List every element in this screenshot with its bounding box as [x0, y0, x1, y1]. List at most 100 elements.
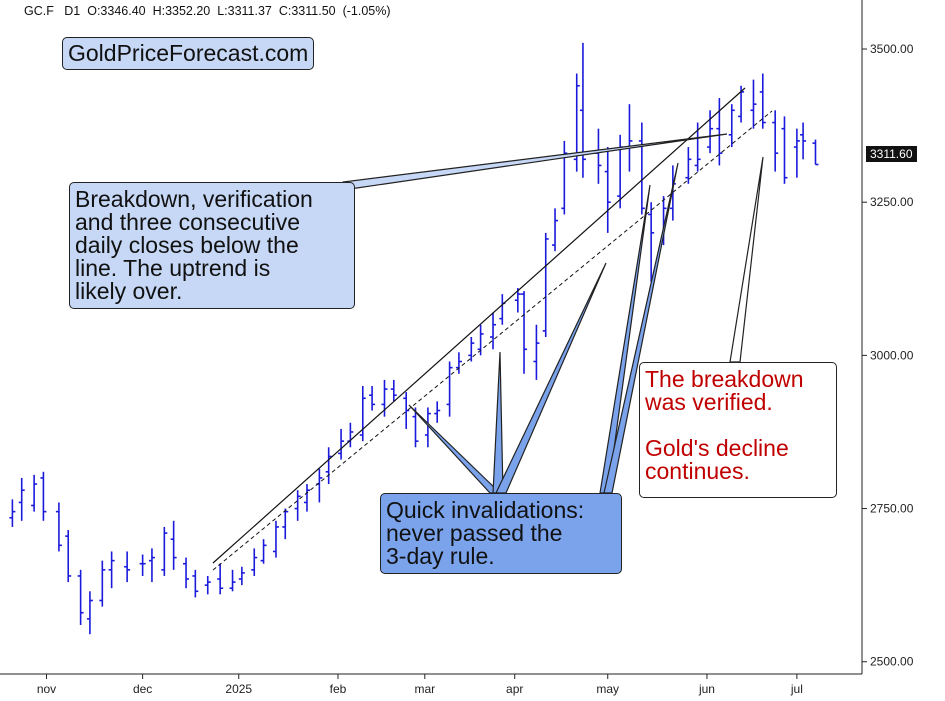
uptrend-line: [212, 87, 746, 564]
last-price-tag: 3311.60: [866, 146, 917, 162]
ohlc-bar: [183, 557, 190, 589]
x-tick-label: jul: [790, 682, 803, 696]
change-value: (-1.05%): [342, 4, 391, 18]
ohlc-header: GC.F D1 O:3346.40 H:3352.20 L:3311.37 C:…: [24, 4, 391, 18]
verified-pointer: [729, 156, 764, 363]
ohlc-bar: [294, 490, 301, 521]
low-value: L:3311.37: [217, 4, 272, 18]
x-axis-ticks: nov dec 2025 feb mar apr may jun jul: [37, 674, 803, 696]
breakdown-verified-callout: The breakdown was verified. Gold's decli…: [639, 362, 837, 498]
symbol-label: GC.F: [24, 4, 54, 18]
close-value: C:3311.50: [278, 4, 336, 18]
ohlc-bar: [251, 548, 258, 576]
ohlc-bar: [108, 551, 115, 589]
callout-line: daily closes below the: [75, 232, 299, 258]
callout-line: continues.: [645, 458, 750, 484]
ohlc-bar: [759, 73, 766, 129]
ohlc-bar: [65, 530, 72, 583]
open-value: O:3346.40: [87, 4, 146, 18]
ohlc-bar: [533, 324, 540, 380]
ohlc-bar: [238, 566, 245, 586]
ohlc-bar: [499, 294, 506, 325]
ohlc-bar: [648, 202, 655, 282]
ohlc-bar: [434, 401, 441, 423]
ohlc-bar: [446, 361, 453, 417]
ohlc-bar: [282, 508, 289, 540]
callout-line: The breakdown: [645, 366, 804, 392]
ohlc-bar: [604, 147, 611, 233]
ohlc-bar: [412, 407, 419, 448]
ohlc-bar: [18, 477, 25, 521]
callout-line: Quick invalidations:: [386, 497, 585, 523]
ohlc-bar: [124, 551, 131, 583]
breakdown-pointer: [342, 133, 728, 191]
ohlc-bar: [40, 471, 47, 521]
ohlc-bar: [542, 232, 549, 337]
ohlc-bar: [338, 428, 345, 460]
y-axis-ticks: 2500.00 2750.00 3000.00 3250.00 3500.00: [862, 42, 914, 669]
ohlc-bar: [468, 337, 475, 362]
ohlc-bar: [148, 548, 155, 583]
callout-line: was verified.: [645, 389, 773, 415]
x-tick-label: apr: [506, 682, 523, 696]
ohlc-bar: [316, 468, 323, 503]
ohlc-bar: [552, 208, 559, 252]
brand-watermark: GoldPriceForecast.com: [62, 37, 315, 70]
ohlc-bar: [455, 352, 462, 374]
ohlc-bar: [573, 73, 580, 172]
callout-spacer: [645, 414, 831, 437]
x-tick-label: feb: [330, 682, 347, 696]
ohlc-bar: [793, 128, 800, 178]
x-tick-label: nov: [37, 682, 56, 696]
ohlc-bar: [521, 291, 528, 374]
ohlc-bar: [260, 539, 267, 564]
x-tick-label: jun: [698, 682, 715, 696]
ohlc-bar: [170, 520, 177, 570]
quick-pointer-1: [408, 404, 502, 494]
ohlc-bar: [772, 110, 779, 172]
breakdown-callout: Breakdown, verification and three consec…: [69, 182, 355, 309]
callout-line: likely over.: [75, 278, 183, 304]
ohlc-bar: [424, 407, 431, 448]
y-tick-label: 3000.00: [870, 348, 914, 362]
ohlc-bar: [579, 42, 586, 178]
ohlc-bar: [707, 110, 714, 154]
x-tick-label: 2025: [225, 682, 252, 696]
y-tick-label: 3500.00: [870, 42, 914, 56]
ohlc-bar: [595, 128, 602, 184]
ohlc-bars: [9, 42, 819, 635]
callout-line: Breakdown, verification: [75, 186, 313, 212]
ohlc-bar: [55, 502, 62, 552]
ohlc-bar: [99, 560, 106, 607]
ohlc-bar: [781, 116, 788, 184]
ohlc-bar: [9, 499, 16, 527]
ohlc-bar: [561, 140, 568, 215]
quick-pointer-3: [495, 262, 607, 494]
ohlc-bar: [490, 312, 497, 350]
ohlc-bar: [403, 392, 410, 429]
ohlc-bar: [272, 520, 279, 558]
ohlc-bar: [86, 591, 93, 635]
y-tick-label: 2750.00: [870, 502, 914, 516]
ohlc-bar: [716, 98, 723, 166]
ohlc-bar: [800, 122, 807, 160]
ohlc-bar: [359, 386, 366, 442]
ohlc-bar: [812, 139, 819, 166]
callout-line: line. The uptrend is: [75, 255, 271, 281]
callout-line: Gold's decline: [645, 435, 789, 461]
ohlc-bar: [325, 447, 332, 485]
ohlc-bar: [192, 569, 199, 598]
ohlc-bar: [638, 122, 645, 215]
y-tick-label: 2500.00: [870, 655, 914, 669]
x-tick-label: mar: [414, 682, 435, 696]
ohlc-bar: [685, 147, 692, 184]
timeframe-label: D1: [64, 4, 81, 18]
ohlc-bar: [750, 79, 757, 129]
ohlc-bar: [514, 287, 521, 313]
ohlc-bar: [204, 575, 211, 595]
ohlc-bar: [303, 484, 310, 512]
ohlc-bar: [347, 422, 354, 448]
ohlc-bar: [161, 526, 168, 576]
y-tick-label: 3250.00: [870, 195, 914, 209]
